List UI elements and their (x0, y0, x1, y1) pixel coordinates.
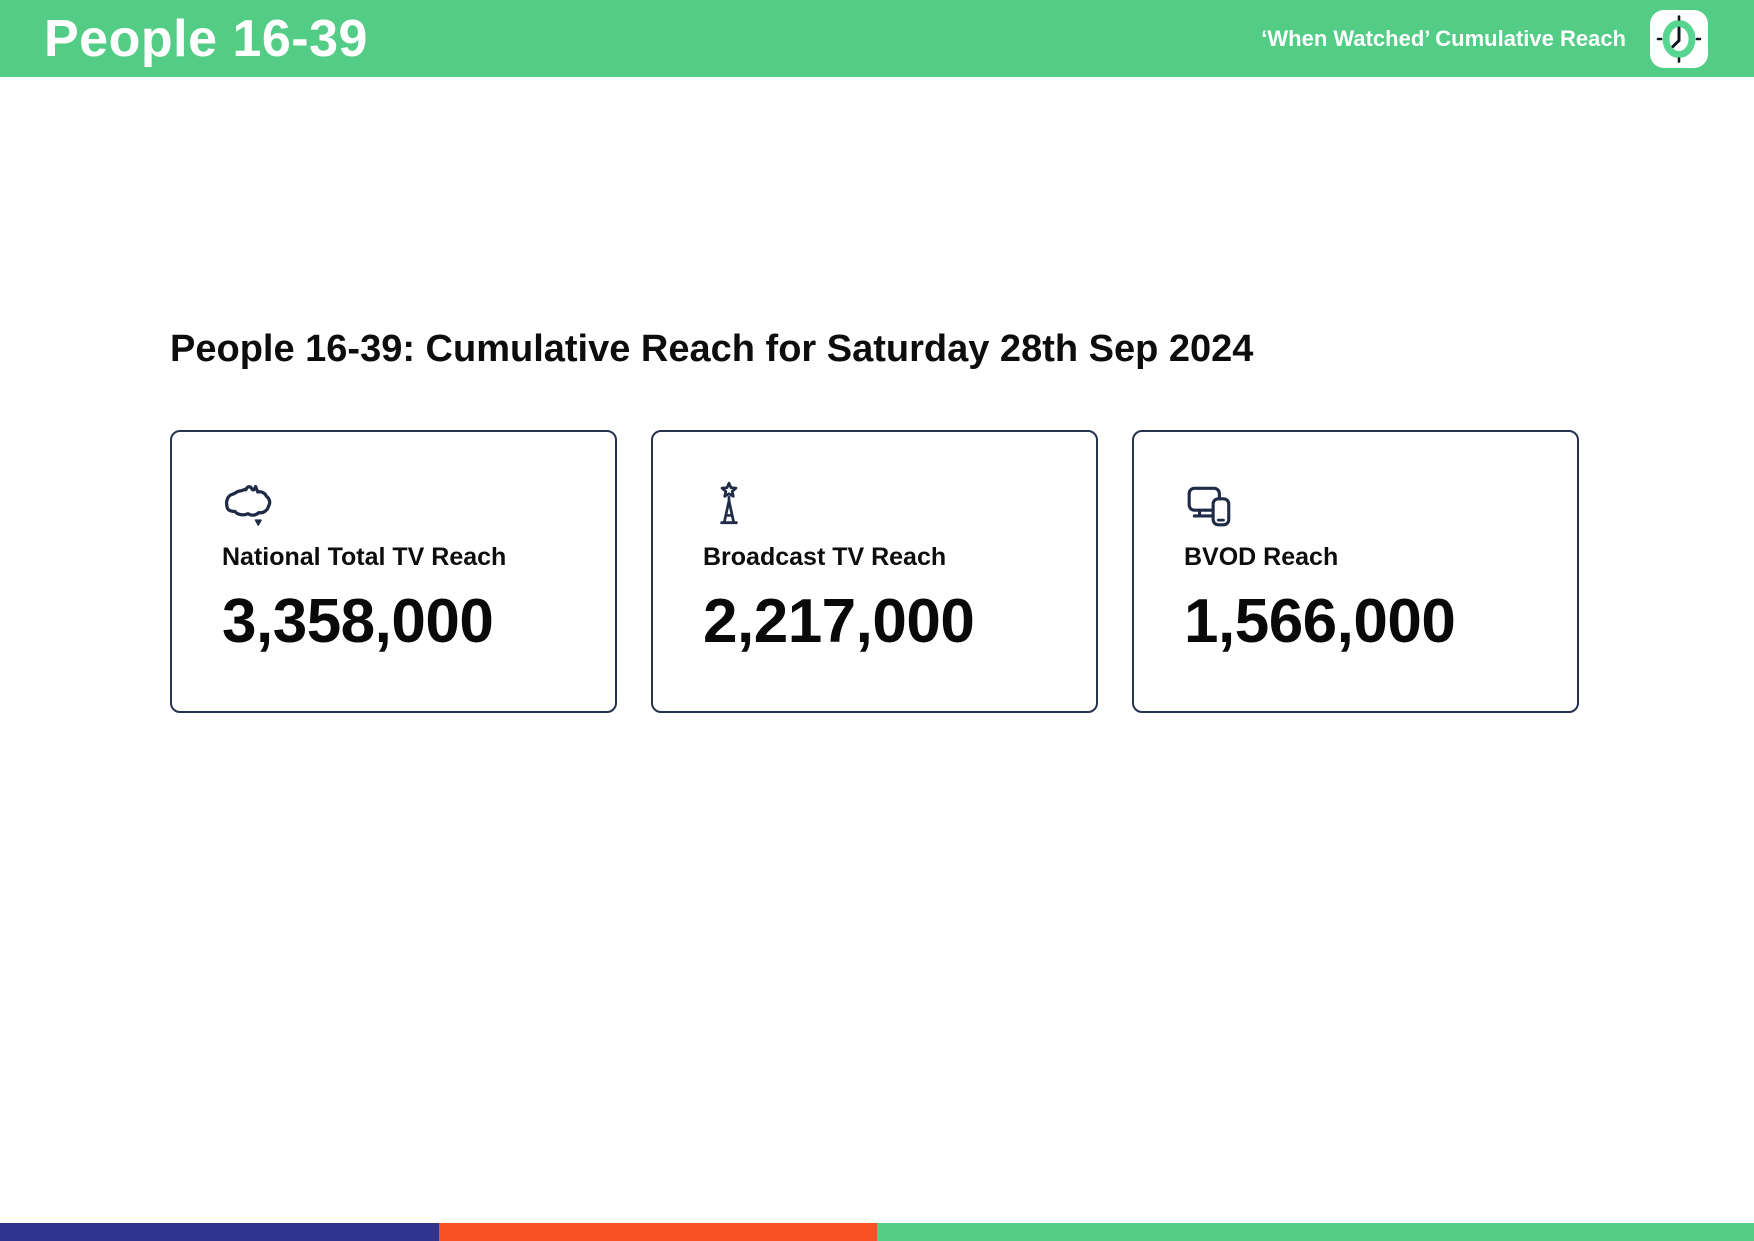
card-label: Broadcast TV Reach (703, 543, 947, 571)
footer-segment-green (877, 1223, 1754, 1241)
card-value: 1,566,000 (1184, 587, 1456, 656)
card-label: National Total TV Reach (222, 543, 507, 571)
clock-badge (1650, 9, 1708, 68)
card-broadcast-tv-reach: Broadcast TV Reach 2,217,000 (651, 430, 1098, 713)
kpi-cards-row: National Total TV Reach 3,358,000 Broadc… (170, 430, 1579, 713)
header-right-group: ‘When Watched’ Cumulative Reach (1261, 9, 1708, 68)
card-label: BVOD Reach (1184, 543, 1339, 571)
clock-icon (1655, 14, 1703, 63)
australia-map-icon (222, 480, 274, 530)
report-heading: People 16-39: Cumulative Reach for Satur… (170, 328, 1254, 370)
page-title: People 16-39 (44, 9, 368, 68)
card-bvod-reach: BVOD Reach 1,566,000 (1132, 430, 1579, 713)
broadcast-tower-icon (703, 480, 755, 530)
header-bar: People 16-39 ‘When Watched’ Cumulative R… (0, 0, 1754, 77)
footer-segment-orange (438, 1223, 877, 1241)
header-subtitle: ‘When Watched’ Cumulative Reach (1261, 25, 1626, 51)
devices-icon (1184, 480, 1236, 530)
card-value: 2,217,000 (703, 587, 975, 656)
card-value: 3,358,000 (222, 587, 494, 656)
card-national-total-tv-reach: National Total TV Reach 3,358,000 (170, 430, 617, 713)
footer-color-strip (0, 1223, 1754, 1241)
footer-segment-blue (0, 1223, 439, 1241)
